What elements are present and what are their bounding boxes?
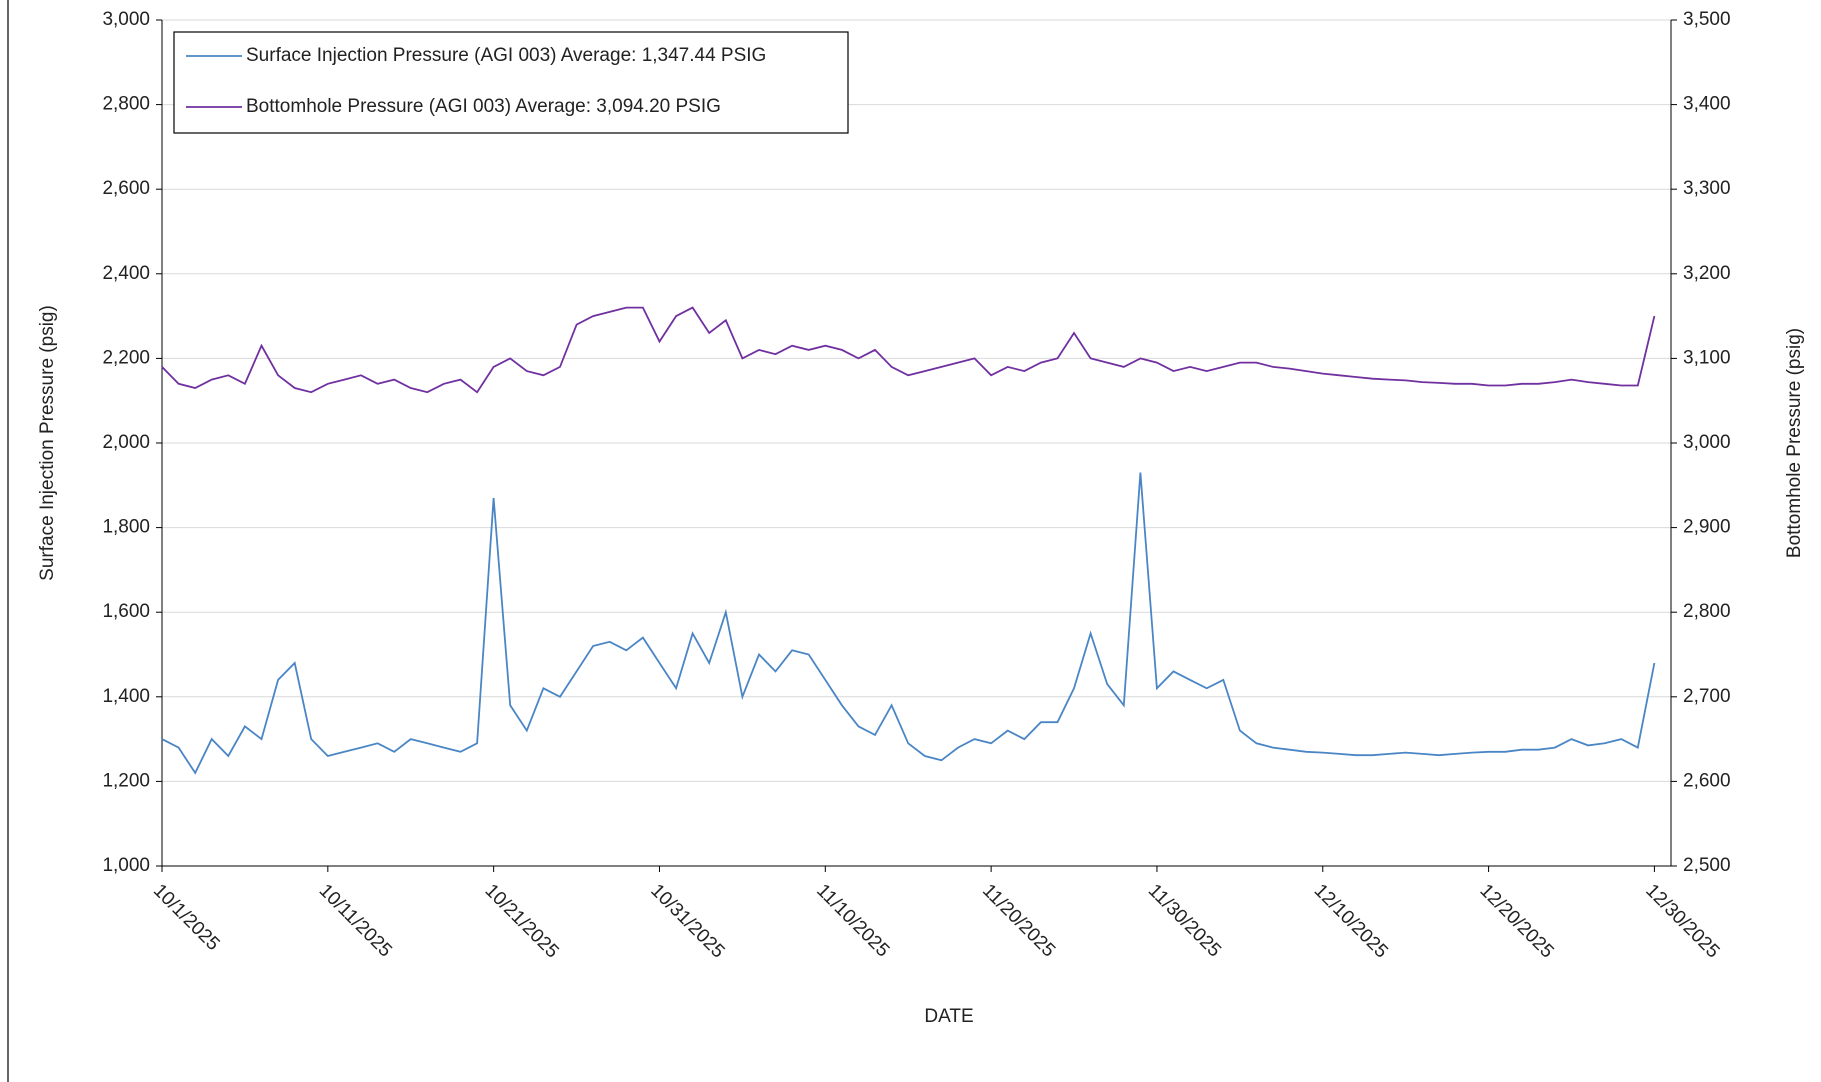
y2-tick-label: 2,500 [1683,855,1731,876]
y2-tick-label: 3,400 [1683,94,1731,115]
y-tick-label: 1,600 [102,601,150,622]
y-axis-title: Surface Injection Pressure (psig) [37,305,58,581]
y-tick-label: 1,000 [102,855,150,876]
x-tick-label: 12/30/2025 [1641,880,1723,962]
y-tick-label: 3,000 [102,9,150,30]
y2-tick-label: 3,500 [1683,9,1731,30]
x-axis-title: DATE [924,1006,973,1027]
y-tick-label: 2,000 [102,432,150,453]
y-tick-label: 1,200 [102,770,150,791]
legend-label: Surface Injection Pressure (AGI 003) Ave… [246,45,766,66]
legend-label: Bottomhole Pressure (AGI 003) Average: 3… [246,96,721,117]
x-tick-label: 11/10/2025 [812,880,893,961]
y-tick-label: 2,600 [102,178,150,199]
legend-box [173,31,849,134]
y-tick-label: 1,400 [102,686,150,707]
x-tick-label: 12/20/2025 [1476,880,1558,962]
y2-tick-label: 3,000 [1683,432,1731,453]
x-tick-label: 10/1/2025 [149,880,224,955]
y2-axis-title: Bottomhole Pressure (psig) [1784,328,1805,558]
y2-tick-label: 3,300 [1683,178,1731,199]
y2-tick-label: 2,600 [1683,770,1731,791]
x-tick-label: 11/20/2025 [978,880,1059,961]
y-tick-label: 1,800 [102,517,150,538]
x-tick-label: 10/21/2025 [481,880,563,962]
x-tick-label: 12/10/2025 [1310,880,1392,962]
y2-tick-label: 3,100 [1683,347,1731,368]
series-line [161,472,1656,775]
y-tick-label: 2,400 [102,263,150,284]
x-tick-label: 10/31/2025 [646,880,728,962]
y-tick-label: 2,200 [102,347,150,368]
y-tick-label: 2,800 [102,94,150,115]
x-tick-label: 10/11/2025 [315,880,396,961]
series-line [161,306,1656,394]
x-tick-label: 11/30/2025 [1144,880,1225,961]
y2-tick-label: 2,800 [1683,601,1731,622]
y2-tick-label: 2,700 [1683,686,1731,707]
y2-tick-label: 3,200 [1683,263,1731,284]
y2-tick-label: 2,900 [1683,517,1731,538]
